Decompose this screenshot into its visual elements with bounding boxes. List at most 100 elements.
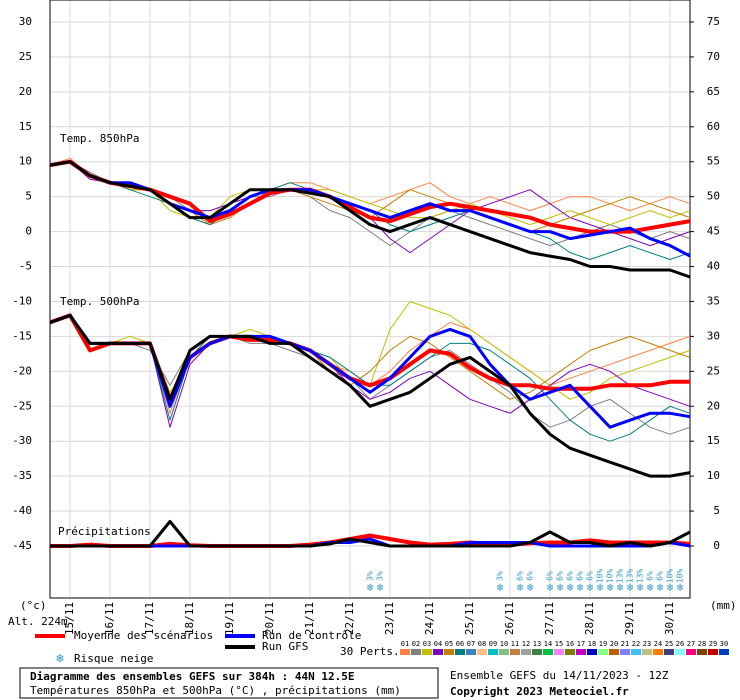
member-label: 20 [610, 640, 618, 648]
snow-label: 3% [376, 571, 385, 581]
snow-label: 6% [516, 571, 525, 581]
member-label: 06 [456, 640, 464, 648]
member-label: 17 [577, 640, 585, 648]
snow-label: 6% [586, 571, 595, 581]
member-label: 09 [489, 640, 497, 648]
member-label: 04 [434, 640, 442, 648]
footer-title: Diagramme des ensembles GEFS sur 384h : … [30, 670, 355, 683]
member-label: 24 [654, 640, 662, 648]
member-label: 19 [599, 640, 607, 648]
y2-tick-label: 5 [713, 504, 720, 517]
snow-icon: ❄ [587, 581, 594, 594]
y2-tick-label: 60 [707, 120, 720, 133]
snow-label: 13% [626, 569, 635, 584]
member-label: 13 [533, 640, 541, 648]
member-swatch [598, 649, 608, 655]
y2-tick-label: 75 [707, 15, 720, 28]
y2-tick-label: 30 [707, 329, 720, 342]
snow-icon: ❄ [637, 581, 644, 594]
x-tick-label: 19/11 [223, 602, 236, 635]
member-label: 08 [478, 640, 486, 648]
y-tick-label: -35 [12, 469, 32, 482]
y-tick-label: -10 [12, 294, 32, 307]
y2-tick-label: 0 [713, 539, 720, 552]
y2-tick-label: 65 [707, 85, 720, 98]
member-swatch [653, 649, 663, 655]
y-unit: (°c) [20, 599, 47, 612]
y-tick-label: -45 [12, 539, 32, 552]
snow-icon: ❄ [55, 652, 64, 667]
snow-label: 6% [656, 571, 665, 581]
snow-icon: ❄ [547, 581, 554, 594]
y-tick-label: 15 [19, 120, 32, 133]
x-tick-label: 23/11 [383, 602, 396, 635]
member-swatch [477, 649, 487, 655]
member-label: 02 [412, 640, 420, 648]
snow-icon: ❄ [557, 581, 564, 594]
member-swatch [488, 649, 498, 655]
snow-icon: ❄ [657, 581, 664, 594]
member-swatch [587, 649, 597, 655]
snow-icon: ❄ [517, 581, 524, 594]
snow-icon: ❄ [677, 581, 684, 594]
member-swatch [675, 649, 685, 655]
x-tick-label: 27/11 [543, 602, 556, 635]
y-tick-label: 10 [19, 155, 32, 168]
member-swatch [433, 649, 443, 655]
snow-icon: ❄ [607, 581, 614, 594]
y-tick-label: 25 [19, 50, 32, 63]
member-swatch [554, 649, 564, 655]
snow-label: 3% [366, 571, 375, 581]
x-tick-label: 29/11 [623, 602, 636, 635]
y2-tick-label: 50 [707, 190, 720, 203]
y-tick-label: -30 [12, 434, 32, 447]
footer-subtitle: Températures 850hPa et 500hPa (°C) , pré… [30, 684, 401, 697]
member-label: 03 [423, 640, 431, 648]
member-label: 05 [445, 640, 453, 648]
members-title: 30 Perts. [340, 645, 400, 658]
snow-label: 6% [556, 571, 565, 581]
y2-tick-label: 45 [707, 225, 720, 238]
snow-label: 10% [666, 569, 675, 584]
snow-label: 3% [496, 571, 505, 581]
member-swatch [411, 649, 421, 655]
y-tick-label: -15 [12, 329, 32, 342]
member-swatch [609, 649, 619, 655]
y2-tick-label: 25 [707, 364, 720, 377]
x-tick-label: 17/11 [143, 602, 156, 635]
member-swatch [708, 649, 718, 655]
member-swatch [686, 649, 696, 655]
snow-label: 6% [576, 571, 585, 581]
snow-label: 6% [546, 571, 555, 581]
member-label: 01 [401, 640, 409, 648]
y-tick-label: 20 [19, 85, 32, 98]
series-line [49, 314, 691, 428]
member-swatch [532, 649, 542, 655]
y2-tick-label: 40 [707, 260, 720, 273]
member-swatch [664, 649, 674, 655]
member-label: 18 [588, 640, 596, 648]
x-tick-label: 28/11 [583, 602, 596, 635]
snow-icon: ❄ [497, 581, 504, 594]
series-line [49, 160, 691, 279]
y2-tick-label: 10 [707, 469, 720, 482]
member-label: 25 [665, 640, 673, 648]
panel-label: Précipitations [58, 525, 151, 538]
snow-label: 13% [616, 569, 625, 584]
x-tick-label: 18/11 [183, 602, 196, 635]
x-tick-label: 30/11 [663, 602, 676, 635]
member-swatch [543, 649, 553, 655]
footer-run: Ensemble GEFS du 14/11/2023 - 12Z [450, 669, 669, 682]
member-swatch [499, 649, 509, 655]
member-label: 10 [500, 640, 508, 648]
member-label: 16 [566, 640, 574, 648]
member-swatch [400, 649, 410, 655]
member-label: 15 [555, 640, 563, 648]
member-label: 23 [643, 640, 651, 648]
x-tick-label: 25/11 [463, 602, 476, 635]
member-swatch [510, 649, 520, 655]
member-label: 26 [676, 640, 684, 648]
snow-icon: ❄ [577, 581, 584, 594]
series-line [50, 537, 691, 548]
x-tick-label: 20/11 [263, 602, 276, 635]
